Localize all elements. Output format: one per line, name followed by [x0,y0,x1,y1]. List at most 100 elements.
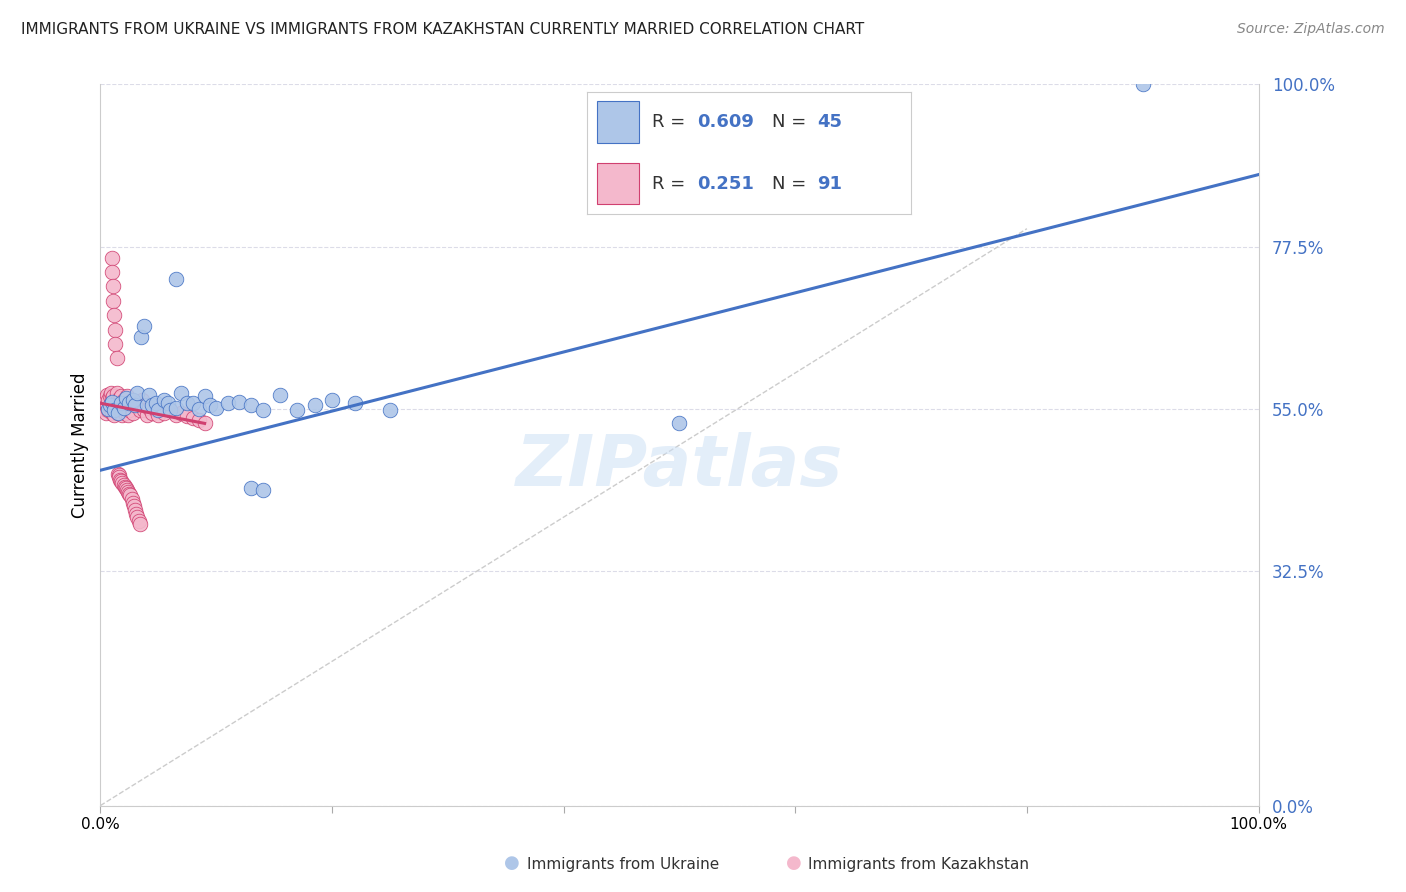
Point [112,393,135,408]
Point [148,403,170,417]
Point [187,413,209,427]
Point [108,473,131,487]
Point [104,337,127,351]
Point [104,323,127,337]
Point [141,398,163,412]
Point [103,408,125,422]
Point [170,406,193,420]
Point [239,398,262,412]
Point [120,398,142,412]
Point [114,406,136,420]
Point [217,396,239,410]
Point [101,396,124,410]
Point [187,401,209,416]
Y-axis label: Currently Married: Currently Married [72,372,89,517]
Point [252,483,274,497]
Point [115,389,138,403]
Point [321,393,343,408]
Point [114,481,136,495]
Point [111,408,134,422]
Point [127,396,149,410]
Point [97,393,120,408]
Point [114,391,136,405]
Point [112,401,135,415]
Point [108,391,131,405]
Point [107,406,129,420]
Point [156,396,179,410]
Point [134,319,156,334]
Text: ●: ● [505,855,520,872]
Point [124,398,146,412]
Point [1132,78,1154,92]
Point [153,393,176,408]
Point [108,398,131,412]
Point [148,408,170,422]
Point [94,396,117,410]
Point [96,387,118,401]
Point [228,394,250,409]
Point [108,468,131,483]
Point [129,330,152,344]
Text: ZIPatlas: ZIPatlas [516,432,844,501]
Point [114,396,136,410]
Point [200,398,222,412]
Point [239,481,262,495]
Point [110,396,132,410]
Point [205,401,228,415]
Point [94,391,117,405]
Point [194,389,217,403]
Point [101,394,124,409]
Point [121,393,143,408]
Point [108,470,131,484]
Point [93,401,115,416]
Point [124,503,146,517]
Point [103,308,125,322]
Point [127,386,149,401]
Point [98,401,121,415]
Point [304,398,326,412]
Point [107,467,129,481]
Point [285,403,308,417]
Point [125,507,148,521]
Point [165,408,187,422]
Point [145,403,167,417]
Point [97,403,120,417]
Point [165,272,187,286]
Point [181,396,204,410]
Point [121,496,143,510]
Point [138,401,160,415]
Point [107,406,129,420]
Point [134,403,156,417]
Point [252,403,274,417]
Point [145,396,167,410]
Point [101,406,124,420]
Point [104,393,127,408]
Text: Immigrants from Ukraine: Immigrants from Ukraine [527,857,720,872]
Point [127,510,149,524]
Point [110,401,132,415]
Point [181,410,204,425]
Point [101,389,124,403]
Point [94,406,117,420]
Point [118,487,141,501]
Point [98,389,121,403]
Point [159,403,181,417]
Point [122,500,145,514]
Point [100,398,122,412]
Point [194,417,217,431]
Point [121,492,143,507]
Point [165,401,187,415]
Point [344,396,367,410]
Point [101,265,124,279]
Point [111,396,134,410]
Point [98,398,121,412]
Point [101,401,124,415]
Point [135,398,157,412]
Point [105,351,128,366]
Point [117,484,139,499]
Point [114,401,136,415]
Point [269,387,291,401]
Text: Source: ZipAtlas.com: Source: ZipAtlas.com [1237,22,1385,37]
Point [108,403,131,417]
Point [105,386,128,401]
